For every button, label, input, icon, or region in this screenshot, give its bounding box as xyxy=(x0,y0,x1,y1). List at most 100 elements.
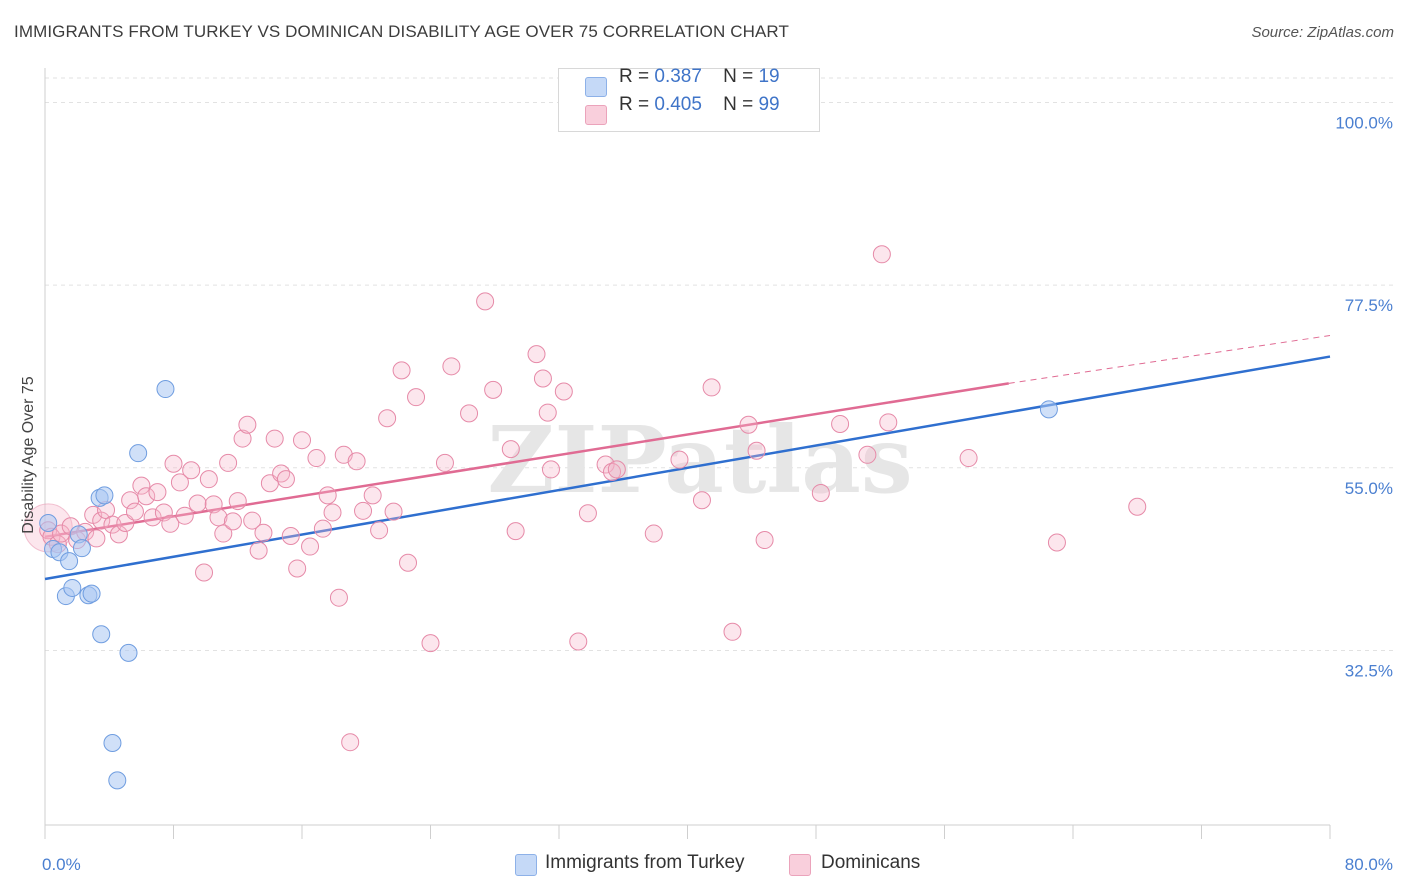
turkey-point xyxy=(39,514,58,532)
dominicans-point xyxy=(154,503,173,522)
dominicans-point xyxy=(223,512,242,531)
dominicans-point xyxy=(281,526,300,545)
dominicans-point xyxy=(272,464,291,483)
dominicans-point xyxy=(644,524,663,543)
dominicans-point xyxy=(538,403,557,422)
dominicans-point xyxy=(188,494,207,513)
dominicans-point xyxy=(132,476,151,495)
legend-n-value: 19 xyxy=(758,66,780,87)
dominicans-point xyxy=(739,415,758,434)
dominicans-point xyxy=(527,345,546,364)
turkey-point xyxy=(95,486,114,505)
y-tick-label: 100.0% xyxy=(1335,113,1393,132)
dominicans-point xyxy=(421,634,440,653)
dominicans-point xyxy=(578,504,597,523)
dominicans-point xyxy=(52,524,71,543)
dominicans-point xyxy=(569,632,588,651)
legend-r-value: 0.387 xyxy=(654,66,702,87)
dominicans-point xyxy=(596,455,615,474)
dominicans-point xyxy=(831,414,850,433)
dominicans-point xyxy=(228,492,247,511)
dominicans-point xyxy=(313,519,332,538)
bottom-legend-swatch-turkey xyxy=(515,854,537,876)
turkey-point xyxy=(92,625,111,644)
dominicans-point xyxy=(214,524,233,543)
bottom-legend-label-dominicans: Dominicans xyxy=(821,852,921,873)
source-label: Source: ZipAtlas.com xyxy=(1251,24,1394,41)
dominicans-point xyxy=(476,292,495,311)
dominicans-point xyxy=(254,523,273,542)
dominicans-point xyxy=(293,431,311,450)
dominicans-point xyxy=(341,733,360,752)
dominicans-point xyxy=(442,357,461,376)
legend-n-label: N = xyxy=(723,94,754,115)
y-tick-label: 55.0% xyxy=(1345,479,1393,498)
dominicans-point xyxy=(460,404,479,423)
dominicans-point xyxy=(265,429,284,448)
watermark: ZIPatlas xyxy=(487,406,912,514)
dominicans-point xyxy=(125,502,144,521)
dominicans-point xyxy=(872,245,891,264)
legend-n-label: N = xyxy=(723,66,754,87)
dominicans-point xyxy=(392,361,411,380)
legend-r-label: R = xyxy=(619,94,650,115)
dominicans-point xyxy=(307,449,326,468)
axes xyxy=(44,68,1331,839)
dominicans-point xyxy=(249,541,268,560)
tick-labels: 32.5% 55.0% 77.5% 100.0% 0.0% 80.0% xyxy=(42,113,1393,874)
dominicans-point xyxy=(276,470,295,489)
bottom-legend-swatch-dominicans xyxy=(789,854,811,876)
dominicans-point xyxy=(318,486,337,505)
legend-r-value: 0.405 xyxy=(654,94,702,115)
dominicans-point xyxy=(692,491,711,510)
dominicans-point xyxy=(209,508,228,527)
dominicans-point xyxy=(161,514,180,533)
dominicans-point xyxy=(347,452,366,471)
dominicans-point xyxy=(811,483,830,502)
dominicans-point xyxy=(506,522,525,541)
chart-title: IMMIGRANTS FROM TURKEY VS DOMINICAN DISA… xyxy=(14,22,789,41)
dominicans-point xyxy=(858,445,877,464)
turkey-point xyxy=(156,380,175,399)
turkey-point xyxy=(82,584,101,603)
dominicans-point xyxy=(670,450,689,469)
dominicans-point xyxy=(175,506,194,525)
dominicans-point xyxy=(755,531,774,550)
dominicans-point xyxy=(243,511,262,530)
dominicans-point xyxy=(435,453,454,472)
legend-swatch-turkey xyxy=(585,77,607,97)
turkey-point xyxy=(1039,400,1058,419)
dominicans-point xyxy=(607,460,626,479)
dominicans-point xyxy=(233,429,252,448)
dominicans-point xyxy=(723,622,742,641)
dominicans-point xyxy=(195,563,214,582)
dominicans-point xyxy=(603,462,622,481)
dominicans-point xyxy=(370,521,389,540)
dominicans-point xyxy=(363,486,382,505)
legend-swatch-dominicans xyxy=(585,105,607,125)
dominicans-point xyxy=(747,441,766,460)
dominicans-point xyxy=(541,460,560,479)
dominicans-point xyxy=(288,559,307,578)
dominicans-point xyxy=(137,487,156,506)
dominicans-point xyxy=(384,502,403,521)
legend: R = 0.387 N = 19 R = 0.405 N = 99 xyxy=(558,66,820,132)
dominicans-point xyxy=(501,440,520,459)
dominicans-point xyxy=(399,553,418,572)
dominicans-point xyxy=(87,529,106,548)
y-tick-label: 32.5% xyxy=(1345,661,1393,680)
gridlines xyxy=(45,77,1395,651)
legend-r-label: R = xyxy=(619,66,650,87)
dominicans-point xyxy=(219,453,238,472)
legend-n-value: 99 xyxy=(758,94,780,115)
turkey-point xyxy=(63,578,82,597)
dominicans-point xyxy=(879,413,898,432)
dominicans-point xyxy=(378,409,397,428)
dominicans-point xyxy=(1128,497,1147,516)
dominicans-point xyxy=(143,508,162,527)
dominicans-point xyxy=(238,415,257,434)
dominicans-trend-line xyxy=(44,382,1009,539)
dominicans-point xyxy=(1047,533,1066,552)
dominicans-point xyxy=(533,369,552,388)
